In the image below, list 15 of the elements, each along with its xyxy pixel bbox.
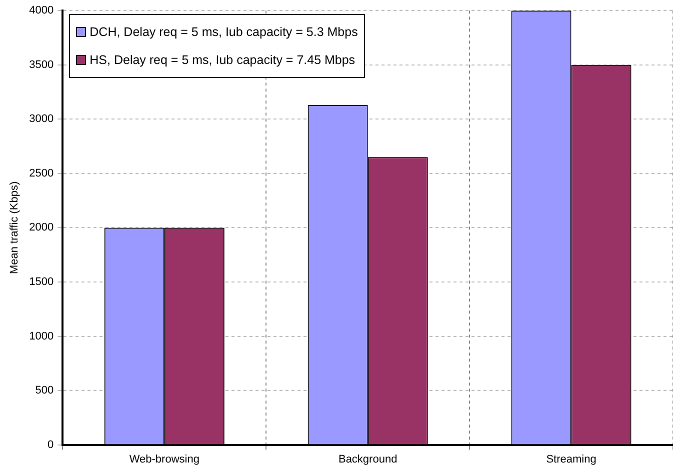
- y-tick-label: 1500: [29, 276, 54, 288]
- x-tick-label: Streaming: [546, 453, 596, 466]
- y-tick-label: 3500: [29, 58, 54, 71]
- y-tick-label: 4000: [29, 4, 54, 17]
- y-tick-label: 3000: [29, 113, 54, 126]
- y-axis-title: Mean traffic (Kbps): [8, 181, 21, 274]
- y-tick-label: 1000: [29, 330, 54, 342]
- legend-label: DCH, Delay req = 5 ms, Iub capacity = 5.3 Mbps: [90, 24, 358, 41]
- y-tick-label: 2000: [29, 222, 54, 234]
- y-tick-label: 500: [35, 384, 54, 397]
- y-tick-label: 0: [48, 438, 54, 451]
- legend-label: HS, Delay req = 5 ms, Iub capacity = 7.45 Mbps: [90, 52, 356, 69]
- y-tick-label: 2500: [29, 167, 54, 180]
- x-tick-label: Background: [338, 453, 398, 466]
- x-tick-label: Web-browsing: [129, 453, 200, 466]
